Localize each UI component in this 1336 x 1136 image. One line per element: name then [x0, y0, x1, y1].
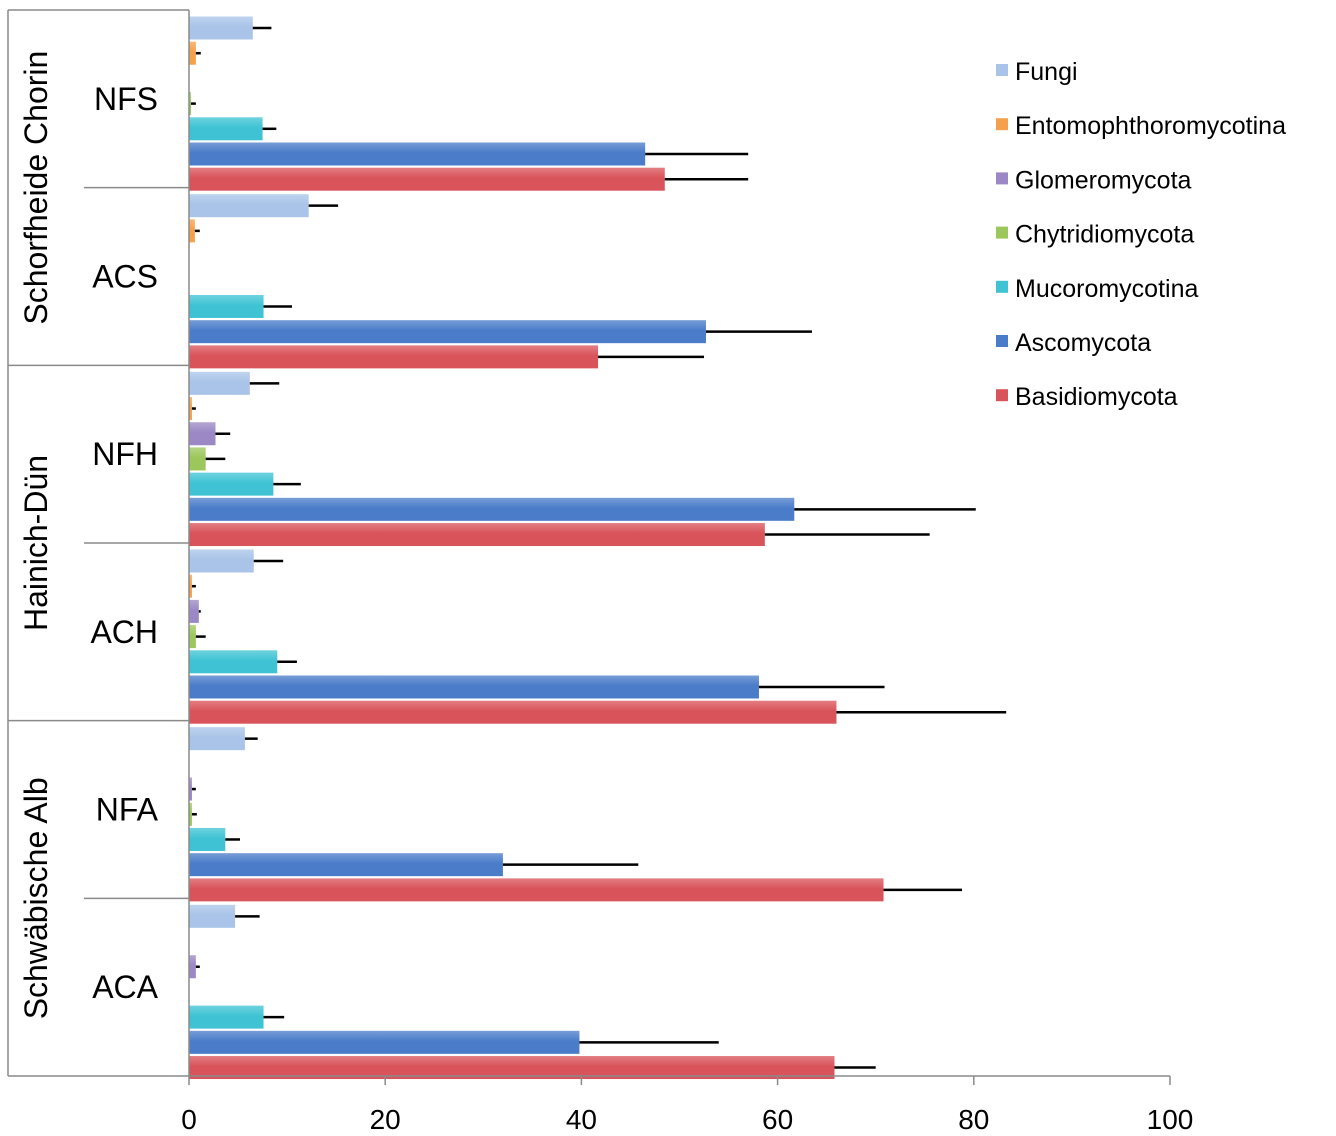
legend-swatch-glomeromycota: [996, 172, 1008, 185]
bar-acs-entomophthoromycotina: [189, 219, 195, 243]
bar-nfh-chytridiomycota: [189, 447, 206, 471]
bar-ach-glomeromycota: [189, 599, 199, 623]
legend-label-basidiomycota: Basidiomycota: [1015, 383, 1178, 411]
bar-ach-mucoromycotina: [189, 650, 278, 674]
bar-ach-ascomycota: [189, 675, 759, 699]
bar-ach-fungi: [189, 549, 254, 573]
bar-aca-basidiomycota: [189, 1056, 835, 1080]
bar-nfa-chytridiomycota: [189, 802, 192, 826]
bar-nfa-basidiomycota: [189, 878, 884, 902]
bar-nfs-basidiomycota: [189, 167, 665, 191]
site-label-ach: ACH: [90, 614, 158, 650]
bar-acs-mucoromycotina: [189, 294, 264, 318]
bar-nfa-mucoromycotina: [189, 827, 226, 851]
legend-label-entomophthoromycotina: Entomophthoromycotina: [1015, 112, 1286, 140]
bar-nfh-basidiomycota: [189, 523, 765, 547]
bar-nfa-glomeromycota: [189, 777, 192, 801]
legend-swatch-chytridiomycota: [996, 226, 1008, 239]
bar-aca-ascomycota: [189, 1030, 580, 1054]
legend-label-mucoromycotina: Mucoromycotina: [1015, 275, 1198, 303]
bar-ach-basidiomycota: [189, 700, 837, 724]
bar-nfh-glomeromycota: [189, 422, 216, 446]
region-label: Schwäbische Alb: [18, 777, 54, 1019]
x-tick-label: 80: [958, 1104, 989, 1135]
legend-label-chytridiomycota: Chytridiomycota: [1015, 221, 1194, 249]
legend-swatch-ascomycota: [996, 335, 1008, 347]
bar-aca-glomeromycota: [189, 955, 196, 979]
axes-layer: 0 20 40 60 80 100: [7, 9, 1194, 1135]
site-label-nfa: NFA: [96, 792, 159, 828]
bar-nfs-entomophthoromycotina: [189, 41, 196, 65]
legend-swatch-basidiomycota: [996, 389, 1008, 402]
legend-label-fungi: Fungi: [1015, 58, 1078, 86]
legend-swatch-mucoromycotina: [996, 280, 1008, 293]
legend-label-glomeromycota: Glomeromycota: [1015, 166, 1192, 194]
region-label: Schorfheide Chorin: [18, 51, 54, 325]
region-label: Hainich-Dün: [18, 455, 54, 631]
bar-aca-mucoromycotina: [189, 1005, 264, 1029]
bar-nfh-mucoromycotina: [189, 472, 274, 496]
x-tick-label: 0: [181, 1104, 197, 1135]
error-bars-layer: [190, 26, 1007, 1069]
bar-acs-ascomycota: [189, 320, 706, 344]
bar-nfh-entomophthoromycotina: [189, 397, 192, 421]
site-label-nfh: NFH: [92, 436, 158, 472]
site-label-acs: ACS: [92, 259, 158, 295]
bar-nfs-chytridiomycota: [189, 92, 191, 116]
bars-layer: [189, 16, 884, 1080]
bar-aca-fungi: [189, 904, 236, 928]
x-tick-label: 20: [370, 1104, 401, 1135]
bar-ach-chytridiomycota: [189, 625, 196, 649]
bar-ach-entomophthoromycotina: [189, 574, 192, 598]
site-label-aca: ACA: [92, 969, 158, 1005]
x-tick-label: 100: [1147, 1104, 1194, 1135]
bar-nfa-fungi: [189, 727, 245, 751]
bar-nfs-mucoromycotina: [189, 117, 263, 141]
legend-swatch-entomophthoromycotina: [996, 118, 1008, 131]
x-tick-label: 40: [566, 1104, 597, 1135]
bar-nfh-fungi: [189, 371, 250, 395]
bar-nfh-ascomycota: [189, 497, 795, 521]
category-labels: NFS ACS Schorfheide Chorin NFH ACH Hainich-Dü…: [18, 51, 159, 1020]
legend: Fungi Entomophthoromycotina Glomeromycota C…: [996, 58, 1286, 411]
legend-label-ascomycota: Ascomycota: [1015, 329, 1151, 357]
bar-nfs-ascomycota: [189, 142, 646, 166]
bar-nfa-ascomycota: [189, 853, 503, 877]
bar-acs-fungi: [189, 194, 309, 218]
bar-acs-basidiomycota: [189, 345, 599, 369]
x-tick-label: 60: [762, 1104, 793, 1135]
legend-swatch-fungi: [996, 64, 1008, 76]
bar-nfs-fungi: [189, 16, 253, 40]
site-label-nfs: NFS: [94, 81, 158, 117]
